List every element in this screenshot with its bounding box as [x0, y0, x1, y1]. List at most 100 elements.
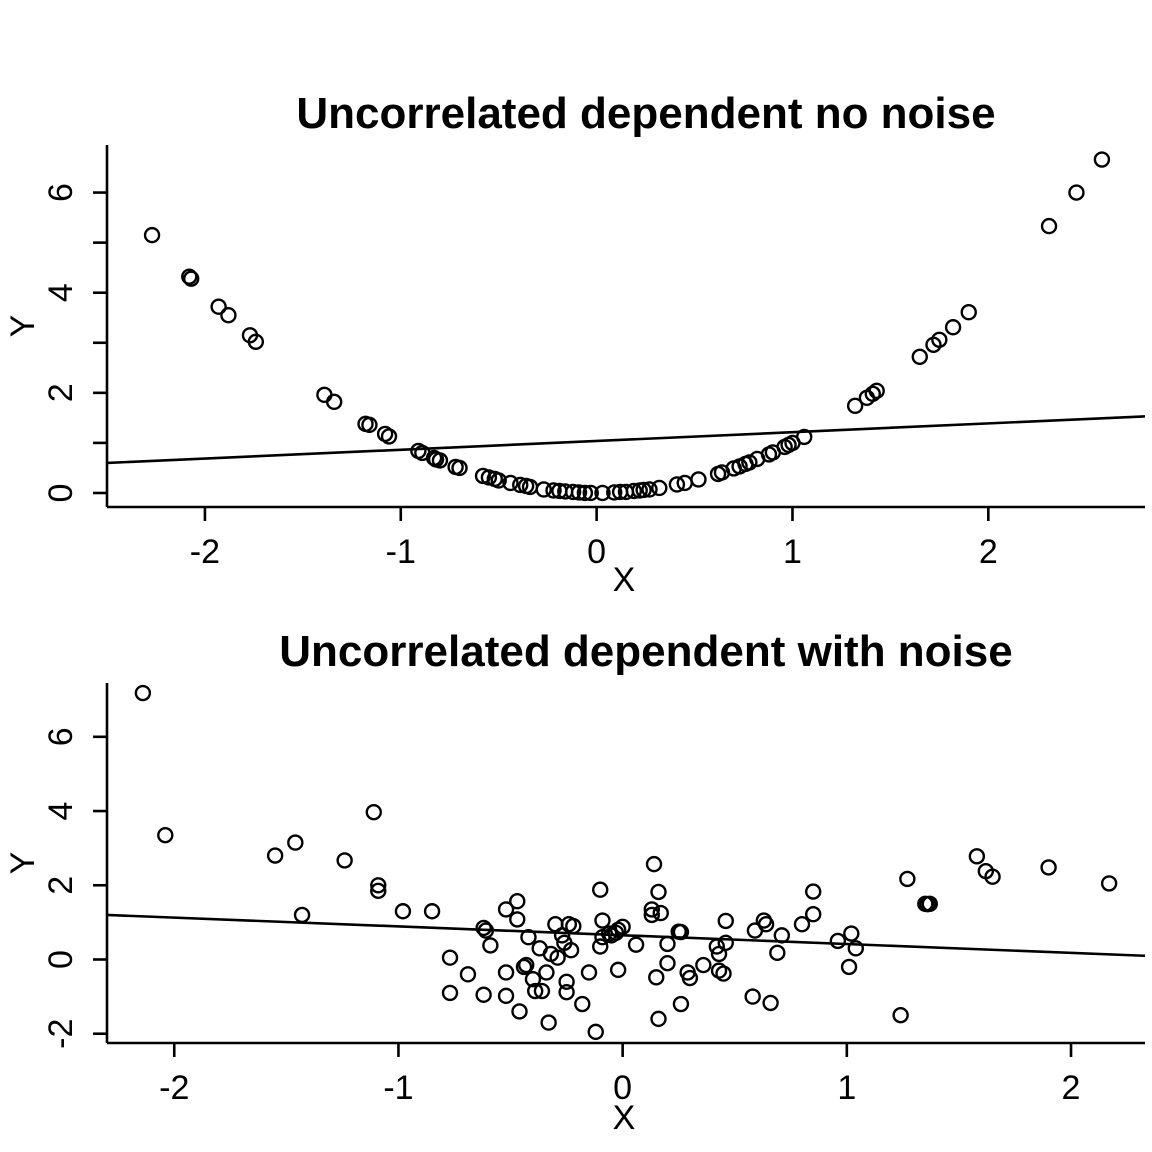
data-point	[594, 484, 611, 502]
data-point	[524, 970, 542, 988]
data-point	[570, 484, 588, 501]
data-point	[533, 982, 551, 1000]
data-point	[527, 982, 544, 1000]
data-point	[441, 949, 459, 966]
chart-title: Uncorrelated dependent no noise	[296, 89, 995, 138]
data-point	[931, 331, 948, 348]
data-point	[960, 304, 977, 321]
data-point	[365, 803, 382, 821]
axes	[93, 145, 1145, 521]
data-point	[518, 956, 535, 974]
data-point	[641, 481, 658, 498]
data-point	[549, 949, 566, 966]
chart-title: Uncorrelated dependent with noise	[279, 627, 1012, 676]
data-point	[804, 883, 822, 900]
data-point	[482, 937, 499, 954]
data-point	[847, 940, 864, 957]
data-point	[459, 966, 477, 983]
x-tick-label: 0	[613, 1069, 632, 1107]
data-point	[520, 929, 537, 946]
data-point	[511, 1003, 528, 1020]
data-point	[370, 882, 387, 900]
data-point	[293, 906, 311, 924]
data-point	[594, 912, 611, 929]
data-point	[562, 942, 580, 959]
data-point	[606, 484, 623, 501]
data-point	[497, 964, 515, 981]
data-point	[744, 988, 761, 1005]
regression-line	[107, 913, 1145, 958]
data-point	[574, 995, 591, 1013]
data-point	[864, 385, 881, 403]
data-point	[287, 834, 304, 851]
data-point	[370, 877, 387, 894]
data-point	[509, 911, 526, 928]
data-point	[843, 925, 860, 942]
x-axis-label: X	[613, 1099, 636, 1137]
data-point	[1100, 875, 1118, 892]
data-point	[921, 895, 938, 913]
data-point	[899, 870, 916, 888]
chart-panel-bottom: Uncorrelated dependent with noise -2 -1 0 1 2…	[4, 627, 1145, 1137]
x-tick-label: -2	[190, 533, 220, 571]
data-point	[361, 416, 378, 434]
data-point	[558, 973, 575, 990]
data-point	[868, 382, 885, 400]
axes	[93, 683, 1145, 1057]
data-point	[840, 958, 858, 976]
data-point	[708, 938, 725, 955]
data-point	[592, 938, 609, 955]
data-point	[690, 471, 707, 488]
data-point	[741, 454, 758, 471]
data-point	[627, 936, 645, 953]
data-point	[451, 459, 468, 477]
data-point	[650, 883, 667, 901]
chart-panel-top: Uncorrelated dependent no noise -2 -1 0 1 2 0 2…	[4, 89, 1145, 599]
data-point	[635, 481, 652, 499]
data-point	[846, 397, 864, 415]
data-point	[316, 386, 333, 404]
x-tick-label: 0	[587, 533, 606, 571]
data-point	[668, 476, 686, 493]
y-tick-label: -2	[42, 1019, 80, 1049]
data-point	[614, 918, 631, 936]
x-tick-label: 2	[979, 533, 998, 571]
data-point	[796, 428, 813, 446]
x-tick-label: 1	[783, 533, 802, 571]
x-tick-label: -1	[386, 533, 416, 571]
data-point	[757, 916, 775, 933]
x-tick-label: 2	[1062, 1069, 1081, 1107]
data-point	[715, 965, 732, 982]
data-point	[587, 1023, 604, 1041]
data-point	[681, 969, 699, 987]
data-point	[659, 955, 676, 972]
data-point	[509, 893, 526, 910]
data-point	[325, 393, 343, 411]
y-tick-label: 2	[42, 876, 80, 895]
data-point	[576, 484, 594, 502]
data-point	[512, 476, 529, 494]
data-point	[210, 298, 227, 315]
x-axis-label: X	[613, 561, 636, 599]
data-point	[625, 482, 643, 500]
data-point	[911, 348, 928, 365]
data-point	[648, 969, 665, 986]
data-point	[1040, 859, 1057, 876]
plot-area	[107, 913, 1145, 958]
data-point	[762, 994, 779, 1012]
data-point	[652, 904, 669, 922]
data-point	[1093, 151, 1111, 168]
y-tick-label: 4	[42, 802, 80, 821]
data-point	[600, 925, 618, 942]
data-point	[565, 917, 582, 935]
data-point	[564, 483, 582, 501]
data-point	[650, 1010, 667, 1028]
data-point	[643, 906, 660, 924]
data-point	[380, 428, 398, 445]
data-point	[220, 307, 237, 324]
data-point	[645, 855, 663, 873]
data-point	[143, 226, 161, 244]
data-point	[769, 944, 786, 962]
data-point	[558, 983, 575, 1001]
data-point	[181, 268, 198, 285]
